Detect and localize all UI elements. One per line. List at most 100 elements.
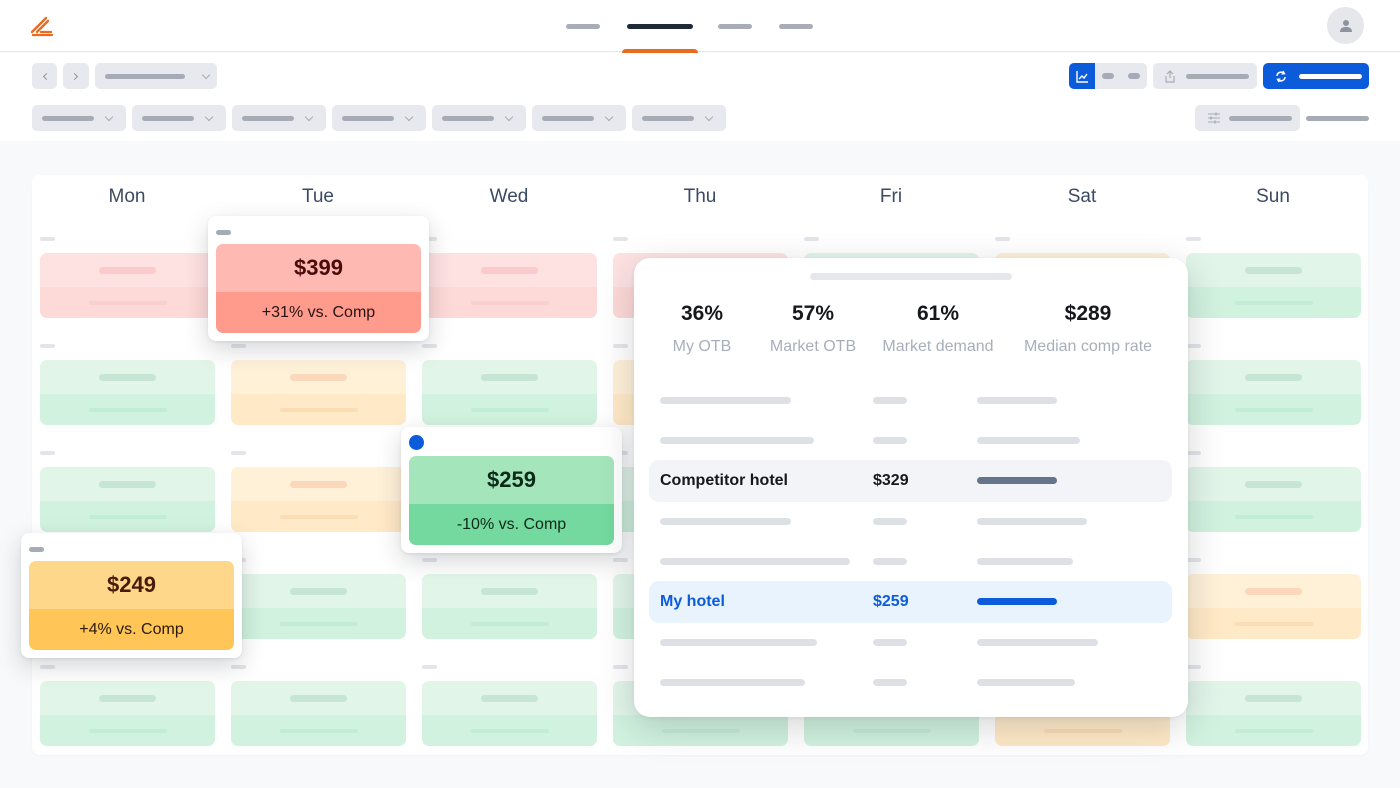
calendar-day-cell[interactable] — [231, 467, 406, 532]
selected-dot-icon — [409, 435, 424, 450]
filter-dropdown-6[interactable] — [532, 105, 626, 131]
calendar-day-cell[interactable] — [40, 360, 215, 425]
comp-row-skeleton — [649, 379, 1172, 421]
comp-row-competitor-hotel[interactable]: Competitor hotel $329 — [649, 460, 1172, 502]
chevron-down-icon — [504, 112, 514, 121]
sync-button[interactable] — [1263, 63, 1369, 89]
hotel-name: My hotel — [660, 593, 725, 610]
user-icon — [1339, 19, 1352, 32]
filter-dropdown-3[interactable] — [232, 105, 326, 131]
next-button[interactable] — [63, 63, 89, 89]
chevron-down-icon — [204, 112, 214, 121]
share-icon — [1165, 69, 1175, 83]
user-avatar[interactable] — [1327, 7, 1364, 44]
date-label — [40, 451, 55, 455]
settings-button[interactable] — [1195, 105, 1300, 131]
price-value: $259 — [409, 456, 614, 504]
calendar-day-cell[interactable] — [231, 574, 406, 639]
rate-meter — [977, 477, 1057, 484]
price-placeholder — [1245, 373, 1302, 381]
refresh-icon — [1276, 70, 1286, 82]
price-placeholder — [1245, 266, 1302, 274]
sliders-icon — [1208, 112, 1220, 124]
brand-logo-icon[interactable] — [30, 14, 54, 38]
filter-dropdown-1[interactable] — [32, 105, 126, 131]
calendar-day-cell[interactable] — [1186, 574, 1361, 639]
metric-market-otb: 57% Market OTB — [768, 302, 858, 356]
calendar-day-cell[interactable] — [1186, 467, 1361, 532]
view-toggle — [1069, 63, 1147, 89]
price-value: $399 — [216, 244, 421, 292]
nav-tab-4[interactable] — [779, 0, 813, 52]
calendar-day-cell[interactable] — [422, 360, 597, 425]
metric-label: Market OTB — [769, 338, 857, 355]
filter-dropdown-7[interactable] — [632, 105, 726, 131]
metric-label: My OTB — [672, 338, 732, 355]
delta-placeholder — [1043, 728, 1122, 733]
delta-placeholder — [852, 728, 931, 733]
export-button[interactable] — [1153, 63, 1257, 89]
period-select[interactable] — [95, 63, 217, 89]
day-header-thu: Thu — [683, 186, 717, 207]
day-header-mon: Mon — [108, 186, 146, 207]
calendar-day-cell[interactable] — [1186, 681, 1361, 746]
calendar-day-cell[interactable] — [40, 681, 215, 746]
date-label — [804, 237, 819, 241]
metric-median-comp-rate: $289 Median comp rate — [1020, 302, 1156, 356]
rate-meter — [977, 598, 1057, 605]
calendar-day-cell[interactable] — [231, 360, 406, 425]
calendar-day-cell[interactable] — [422, 574, 597, 639]
date-label — [1186, 451, 1201, 455]
calendar-day-cell[interactable] — [231, 681, 406, 746]
filter-dropdown-4[interactable] — [332, 105, 426, 131]
price-card-mon[interactable]: $249 +4% vs. Comp — [21, 533, 242, 658]
price-card-wed-selected[interactable]: $259 -10% vs. Comp — [401, 427, 622, 553]
filter-dropdown-2[interactable] — [132, 105, 226, 131]
calendar-day-cell[interactable] — [422, 253, 597, 318]
comp-row-my-hotel[interactable]: My hotel $259 — [649, 581, 1172, 623]
prev-button[interactable] — [32, 63, 57, 89]
date-marker — [216, 230, 231, 235]
hotel-name: Competitor hotel — [660, 472, 788, 489]
calendar-day-cell[interactable] — [422, 681, 597, 746]
delta-placeholder — [88, 300, 167, 305]
nav-tab-2-active[interactable] — [622, 0, 698, 54]
price-placeholder — [99, 266, 156, 274]
delta-placeholder — [470, 728, 549, 733]
price-placeholder — [481, 694, 538, 702]
date-label — [422, 558, 437, 562]
date-label — [613, 665, 628, 669]
nav-tab-3[interactable] — [718, 0, 752, 52]
day-header-sat: Sat — [1067, 186, 1097, 207]
price-value: $249 — [29, 561, 234, 609]
calendar-day-cell[interactable] — [1186, 360, 1361, 425]
date-label — [40, 665, 55, 669]
chevron-down-icon — [404, 112, 414, 121]
date-label — [40, 344, 55, 348]
date-label — [422, 344, 437, 348]
calendar-day-cell[interactable] — [1186, 253, 1361, 318]
view-option-2[interactable] — [1095, 73, 1121, 79]
delta-placeholder — [88, 407, 167, 412]
price-placeholder — [290, 587, 347, 595]
date-label — [1186, 237, 1201, 241]
calendar-day-cell[interactable] — [40, 467, 215, 532]
metric-value: 36% — [680, 302, 724, 325]
price-placeholder — [1245, 587, 1302, 595]
filter-dropdown-5[interactable] — [432, 105, 526, 131]
hotel-rate: $329 — [873, 472, 909, 489]
view-option-3[interactable] — [1121, 73, 1147, 79]
chart-view-button[interactable] — [1069, 63, 1095, 89]
day-detail-panel: 36% My OTB 57% Market OTB 61% Market dem… — [634, 258, 1188, 717]
price-placeholder — [481, 266, 538, 274]
price-placeholder — [1245, 480, 1302, 488]
date-label — [613, 237, 628, 241]
price-placeholder — [290, 480, 347, 488]
price-card-tue[interactable]: $399 +31% vs. Comp — [208, 216, 429, 341]
calendar-day-cell[interactable] — [40, 253, 215, 318]
nav-tab-1[interactable] — [566, 0, 600, 52]
date-label — [613, 344, 628, 348]
metric-label: Median comp rate — [1023, 338, 1153, 355]
metric-label: Market demand — [882, 338, 994, 355]
price-placeholder — [481, 373, 538, 381]
